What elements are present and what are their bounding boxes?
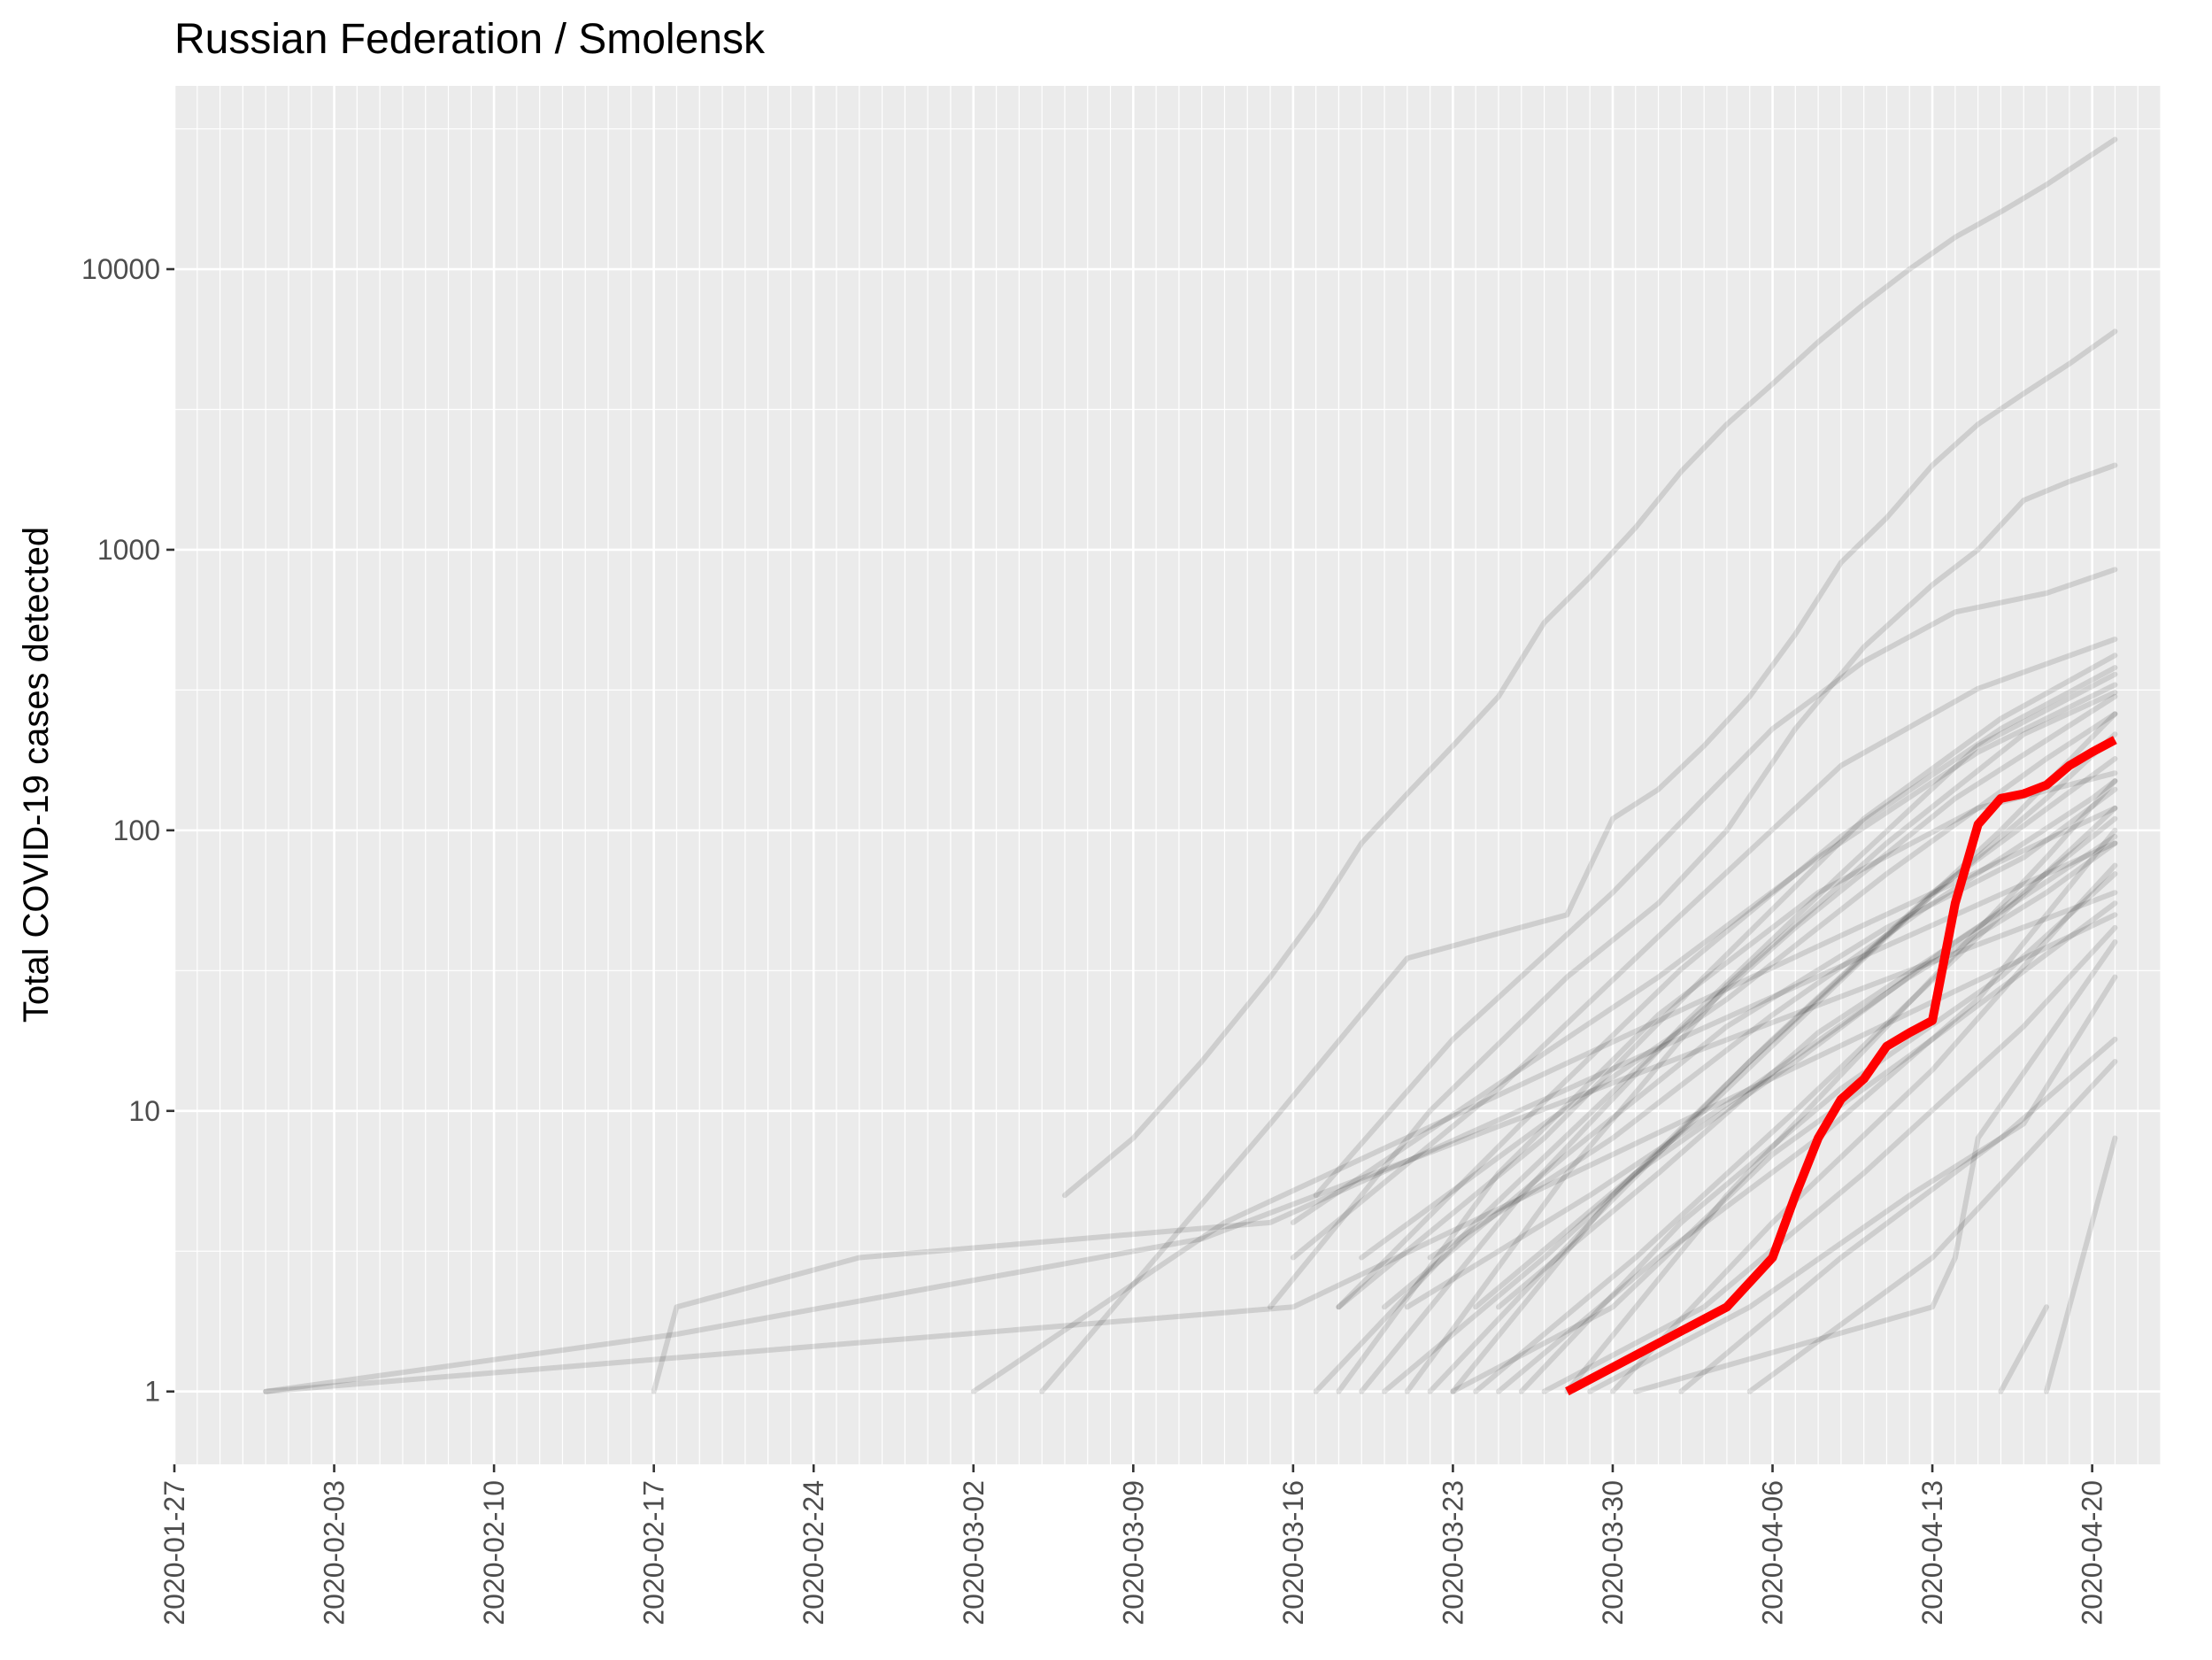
background-series-line bbox=[2044, 1135, 2118, 1394]
background-series-line bbox=[1427, 778, 2118, 1261]
background-series-line bbox=[1359, 671, 2118, 1394]
background-series-line bbox=[1473, 805, 2118, 1394]
y-tick-label: 1 bbox=[144, 1376, 160, 1408]
x-tick-label: 2020-04-13 bbox=[1916, 1480, 1948, 1625]
x-tick-label: 2020-04-20 bbox=[2077, 1480, 2108, 1625]
background-series-line bbox=[1587, 974, 2118, 1394]
background-series-line bbox=[1450, 756, 2118, 1394]
background-series-line bbox=[1998, 1304, 2049, 1394]
background-series-line bbox=[1313, 567, 2118, 1199]
background-series-line bbox=[1496, 815, 2118, 1310]
background-series-line bbox=[263, 912, 2118, 1394]
x-tick-label: 2020-03-16 bbox=[1277, 1480, 1309, 1625]
background-series-line bbox=[1473, 833, 2118, 1310]
x-tick-label: 2020-02-03 bbox=[319, 1480, 351, 1625]
x-tick-label: 2020-03-09 bbox=[1117, 1480, 1149, 1625]
background-series-line bbox=[1541, 924, 2118, 1394]
highlight-series-group bbox=[1565, 736, 2117, 1396]
x-tick-label: 2020-02-24 bbox=[798, 1480, 829, 1625]
chart-title: Russian Federation / Smolensk bbox=[174, 16, 766, 63]
background-series-line bbox=[651, 840, 2118, 1394]
y-tick-label: 1000 bbox=[97, 534, 160, 566]
x-tick-label: 2020-01-27 bbox=[158, 1480, 190, 1625]
background-series-line bbox=[1290, 637, 2118, 1261]
background-series-line bbox=[1404, 840, 2118, 1310]
background-series-line bbox=[1404, 690, 2118, 1394]
background-series-line bbox=[1336, 652, 2118, 1310]
background-series-line bbox=[1313, 693, 2118, 1394]
background-series-line bbox=[1746, 1059, 2118, 1394]
minor-gridlines bbox=[173, 86, 2162, 1464]
background-series-line bbox=[1268, 462, 2118, 1310]
y-tick-label: 100 bbox=[113, 815, 160, 846]
background-series-group bbox=[263, 136, 2118, 1394]
x-tick-label: 2020-03-23 bbox=[1437, 1480, 1468, 1625]
background-series-line bbox=[1336, 665, 2118, 1310]
background-series-line bbox=[1427, 731, 2118, 1394]
background-series-line bbox=[1564, 778, 2118, 1394]
x-tick-label: 2020-03-02 bbox=[958, 1480, 990, 1625]
y-axis: 1 10 100 1000 10000 bbox=[81, 253, 174, 1408]
background-series-line bbox=[263, 890, 2118, 1394]
y-tick-label: 10 bbox=[128, 1095, 160, 1127]
x-tick-label: 2020-04-06 bbox=[1757, 1480, 1789, 1625]
highlight-series-line bbox=[1565, 736, 2117, 1396]
y-tick-label: 10000 bbox=[81, 253, 160, 285]
background-series-line bbox=[1061, 136, 2118, 1199]
x-tick-label: 2020-02-17 bbox=[638, 1480, 670, 1625]
background-series-line bbox=[1678, 1036, 2118, 1394]
background-series-line bbox=[1382, 786, 2118, 1310]
x-axis: 2020-01-27 2020-02-03 2020-02-10 2020-02-17… bbox=[158, 1464, 2108, 1625]
x-tick-label: 2020-02-10 bbox=[478, 1480, 510, 1625]
background-series-line bbox=[1290, 682, 2118, 1225]
plot-panel bbox=[174, 86, 2161, 1464]
x-tick-label: 2020-03-30 bbox=[1597, 1480, 1629, 1625]
background-series-line bbox=[1610, 862, 2118, 1394]
background-series-line bbox=[1382, 711, 2118, 1394]
background-series-line bbox=[970, 805, 2118, 1394]
background-series-line bbox=[1450, 900, 2118, 1394]
background-series-line bbox=[1359, 711, 2118, 1261]
y-axis-title: Total COVID-19 cases detected bbox=[17, 527, 56, 1023]
background-series-line bbox=[1039, 328, 2118, 1394]
background-series-line bbox=[1518, 871, 2118, 1394]
background-series-line bbox=[1632, 939, 2118, 1394]
